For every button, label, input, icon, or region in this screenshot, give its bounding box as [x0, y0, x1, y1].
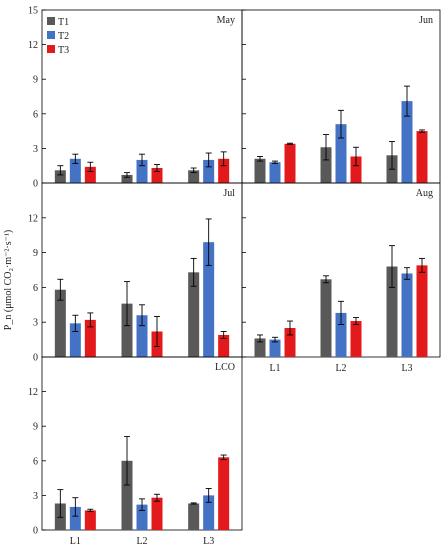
bar-t2-l2	[136, 504, 148, 530]
bar-t1-l3	[188, 170, 200, 183]
y-tick-label: 3	[33, 491, 38, 502]
bar-t2-l3	[203, 159, 215, 183]
panel-title: LCO	[215, 362, 235, 373]
bar-t2-l2	[335, 312, 347, 357]
legend-label-t3: T3	[58, 45, 69, 56]
bar-t2-l1	[69, 158, 81, 183]
y-tick-label: 3	[33, 318, 38, 329]
bar-t1-l1	[254, 338, 266, 357]
y-tick-label: 3	[33, 144, 38, 155]
bar-t1-l3	[386, 266, 398, 357]
bar-t3-l3	[218, 334, 230, 357]
bar-t3-l2	[151, 168, 163, 183]
bar-t3-l3	[416, 131, 428, 183]
legend-swatch-t3	[47, 45, 55, 53]
legend-swatch-t1	[47, 17, 55, 25]
y-axis-label: P_n (μmol CO₂·m⁻²·s⁻¹)	[3, 230, 14, 330]
y-tick-label: 6	[33, 456, 38, 467]
bar-t2-l3	[401, 101, 413, 183]
bar-t3-l2	[151, 497, 163, 530]
panel-title: Jul	[223, 188, 235, 199]
y-tick-label: 9	[33, 248, 38, 259]
y-tick-label: 9	[33, 75, 38, 86]
panel-jun: Jun	[241, 9, 441, 184]
bar-t2-l1	[269, 162, 281, 183]
legend-swatch-t2	[47, 31, 55, 39]
y-tick-label: 12	[28, 213, 38, 224]
x-tick-label: L3	[203, 536, 214, 547]
bar-t3-l1	[84, 166, 96, 183]
y-tick-label: 0	[33, 353, 38, 364]
panel-title: Aug	[416, 188, 433, 199]
bar-t3-l1	[84, 510, 96, 530]
panel-title: Jun	[419, 15, 433, 26]
bar-t1-l3	[188, 272, 200, 357]
bar-t3-l3	[218, 158, 230, 183]
bar-t1-l2	[320, 279, 332, 357]
y-tick-label: 6	[33, 283, 38, 294]
legend-label-t2: T2	[58, 31, 69, 42]
bar-t1-l1	[54, 170, 66, 183]
bar-t1-l2	[121, 174, 133, 183]
bar-t1-l3	[188, 503, 200, 530]
bar-t2-l2	[335, 124, 347, 183]
bar-t2-l3	[203, 495, 215, 530]
bar-t2-l1	[69, 323, 81, 357]
bar-t3-l2	[350, 156, 362, 183]
bar-t2-l1	[69, 506, 81, 530]
y-tick-label: 6	[33, 109, 38, 120]
x-tick-label: L1	[70, 536, 81, 547]
bar-t2-l3	[203, 242, 215, 357]
y-tick-label: 12	[28, 40, 38, 51]
y-tick-label: 15	[28, 6, 38, 17]
legend: T1 T2 T3	[47, 17, 69, 56]
bar-t1-l1	[254, 158, 266, 183]
chart-panels: 0 3 6 9 12 15 May Jun 0 3 6 9 12 Jul Aug L1 L2 L3 0 3 6 9 12 LC…	[28, 6, 441, 547]
y-tick-label: 9	[33, 422, 38, 433]
bar-t1-l2	[320, 147, 332, 183]
panel-may: 0 3 6 9 12 15 May	[28, 6, 243, 190]
bar-t2-l2	[136, 315, 148, 357]
bar-t3-l1	[284, 328, 296, 357]
panel-aug: Aug L1 L2 L3	[241, 182, 441, 374]
bar-t3-l2	[350, 321, 362, 357]
bar-t2-l3	[401, 273, 413, 357]
bar-t3-l1	[284, 143, 296, 183]
bar-t1-l1	[54, 289, 66, 357]
bar-t2-l1	[269, 339, 281, 357]
panel-lco: 0 3 6 9 12 LCO L1 L2 L3	[28, 356, 243, 547]
bar-t3-l3	[416, 265, 428, 357]
bar-t3-l3	[218, 457, 230, 530]
y-tick-label: 12	[28, 387, 38, 398]
panel-title: May	[217, 15, 235, 26]
bar-t2-l2	[136, 159, 148, 183]
x-tick-label: L2	[335, 363, 346, 374]
y-tick-label: 0	[33, 179, 38, 190]
x-tick-label: L1	[269, 363, 280, 374]
legend-label-t1: T1	[58, 17, 69, 28]
y-tick-label: 0	[33, 526, 38, 537]
bar-t1-l2	[121, 460, 133, 530]
bar-t1-l2	[121, 303, 133, 357]
panel-jul: 0 3 6 9 12 Jul	[28, 182, 243, 364]
bar-t3-l1	[84, 319, 96, 357]
x-tick-label: L3	[401, 363, 412, 374]
x-tick-label: L2	[136, 536, 147, 547]
